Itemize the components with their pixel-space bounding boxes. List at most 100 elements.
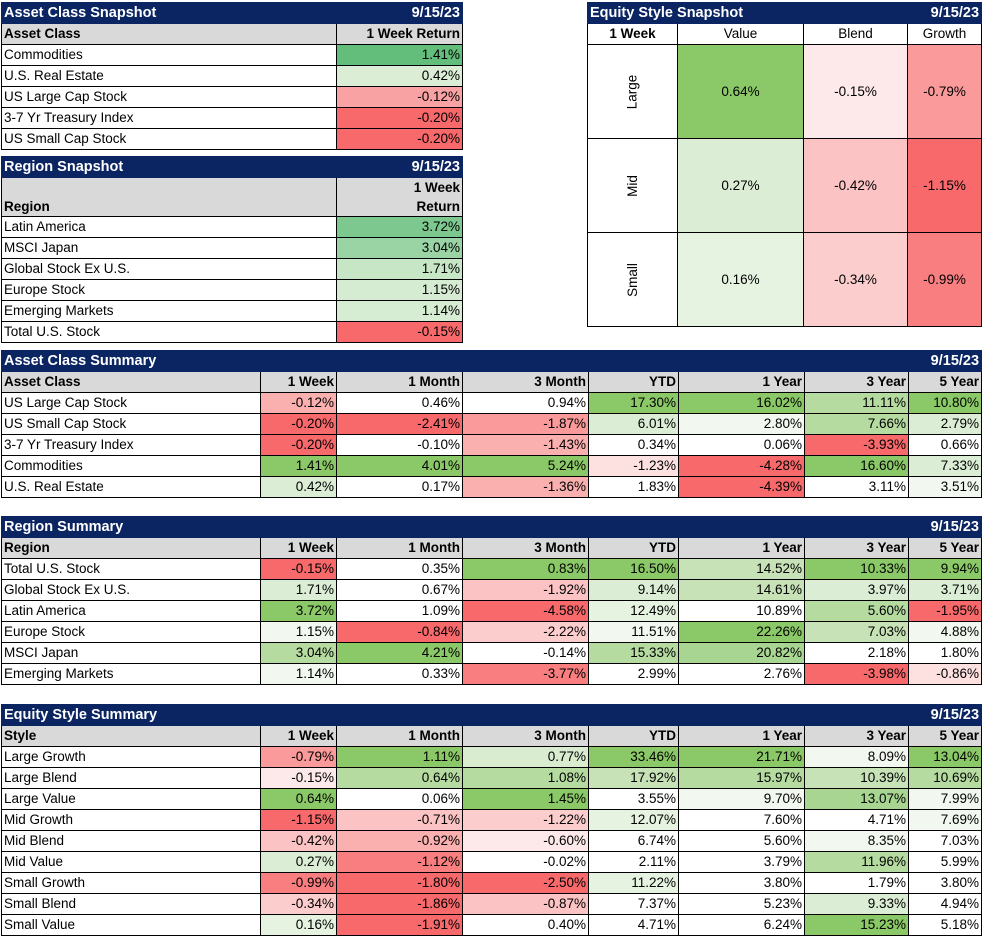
style-summary-cell: 10.69% (908, 767, 983, 789)
region-summary-header-cell: Region (1, 537, 261, 559)
asset-summary-header-cell: 1 Week (260, 371, 337, 393)
style-summary-cell: 7.37% (588, 893, 679, 915)
style-summary-title: Equity Style Summary (0, 704, 910, 726)
region-summary-cell: -2.22% (462, 621, 589, 643)
region-summary-row: MSCI Japan 3.04% 4.21% -0.14% 15.33% 20.82% 2.… (1, 642, 982, 664)
region-summary-row: Europe Stock 1.15% -0.84% -2.22% 11.51% 22.26… (1, 621, 982, 643)
asset-summary-row-label: 3-7 Yr Treasury Index (1, 434, 261, 456)
style-summary-cell: 0.06% (336, 788, 463, 810)
asset-summary-cell: 0.42% (260, 476, 337, 498)
style-summary-header-cell: 3 Month (462, 725, 589, 747)
style-summary-cell: 0.64% (260, 788, 337, 810)
style-summary-cell: 7.99% (908, 788, 983, 810)
style-summary-cell: 4.71% (588, 914, 679, 936)
asset-snapshot-row-value: -0.20% (336, 107, 463, 129)
region-summary-cell: -1.95% (908, 600, 982, 622)
style-summary-cell: 0.40% (462, 914, 589, 936)
style-summary-cell: 4.71% (803, 809, 910, 831)
style-snapshot-row-label-text: Mid (624, 174, 640, 197)
region-summary: Region Summary 9/15/23 Region 1 Week 1 Mon… (1, 516, 982, 685)
style-summary-cell: 8.35% (803, 830, 910, 852)
region-summary-cell: -0.86% (908, 663, 982, 685)
asset-summary-header-cell: YTD (588, 371, 679, 393)
style-summary-cell: 9.70% (678, 788, 805, 810)
asset-summary-cell: -1.87% (462, 413, 589, 435)
asset-summary-cell: -0.20% (260, 413, 337, 435)
style-summary-cell: 17.92% (588, 767, 679, 789)
region-summary-cell: 0.33% (336, 663, 463, 685)
region-snapshot-col-value: 1 Week Return (336, 177, 463, 217)
style-snapshot-cell: -0.34% (802, 232, 909, 327)
style-summary-header-cell: 1 Year (678, 725, 805, 747)
style-summary-cell: 0.16% (260, 914, 337, 936)
style-snapshot-cell: 0.64% (677, 44, 804, 139)
region-summary-cell: 1.09% (336, 600, 463, 622)
style-snapshot-row: Mid 0.27% -0.42% -1.15% (587, 138, 983, 233)
region-summary-row-label: Latin America (1, 600, 261, 622)
region-summary-row: Global Stock Ex U.S. 1.71% 0.67% -1.92% 9.14… (1, 579, 982, 601)
region-summary-cell: -0.84% (336, 621, 463, 643)
asset-summary-cell: 5.24% (462, 455, 589, 477)
asset-summary-row: US Large Cap Stock -0.12% 0.46% 0.94% 17.30%… (1, 392, 983, 414)
region-summary-cell: 10.89% (678, 600, 805, 622)
region-summary-cell: 5.60% (804, 600, 909, 622)
asset-snapshot-row-label: 3-7 Yr Treasury Index (1, 107, 337, 129)
style-summary-date: 9/15/23 (908, 704, 983, 726)
style-summary-row: Large Blend -0.15% 0.64% 1.08% 17.92% 15.97% 1… (1, 767, 983, 789)
style-summary-cell: -0.87% (462, 893, 589, 915)
asset-summary-cell: 2.79% (908, 413, 983, 435)
style-snapshot-date: 9/15/23 (907, 2, 983, 24)
region-snapshot-row-value: 1.15% (336, 279, 463, 301)
style-summary-cell: 13.07% (803, 788, 910, 810)
style-summary-cell: -0.99% (260, 872, 337, 894)
style-summary-row: Small Blend -0.34% -1.86% -0.87% 7.37% 5.23% 9… (1, 893, 983, 915)
style-summary-header-row: Style 1 Week 1 Month 3 Month YTD 1 Year 3 Year… (1, 725, 983, 747)
region-summary-cell: 2.99% (588, 663, 679, 685)
region-summary-cell: 2.18% (804, 642, 909, 664)
region-snapshot-row: Latin America 3.72% (1, 216, 463, 238)
asset-snapshot-row: 3-7 Yr Treasury Index -0.20% (1, 107, 463, 129)
asset-summary-header-row: Asset Class 1 Week 1 Month 3 Month YTD 1 Year… (1, 371, 983, 393)
region-snapshot-row-value: 3.04% (336, 237, 463, 259)
style-summary-cell: -2.50% (462, 872, 589, 894)
asset-summary-cell: -1.43% (462, 434, 589, 456)
region-summary-cell: -1.92% (462, 579, 589, 601)
style-snapshot-col-blend: Blend (802, 23, 909, 45)
asset-snapshot-col-value: 1 Week Return (336, 23, 463, 45)
asset-snapshot-row-label: Commodities (1, 44, 337, 66)
style-summary-row-label: Large Value (1, 788, 261, 810)
style-summary-cell: 21.71% (678, 746, 805, 768)
style-summary-cell: -0.79% (260, 746, 337, 768)
style-summary-row: Mid Value 0.27% -1.12% -0.02% 2.11% 3.79% 11.9… (1, 851, 983, 873)
asset-summary-cell: 17.30% (588, 392, 679, 414)
asset-summary-cell: 3.51% (908, 476, 983, 498)
asset-summary-cell: 3.11% (803, 476, 910, 498)
region-summary-cell: 3.71% (908, 579, 982, 601)
asset-summary-title: Asset Class Summary (0, 350, 910, 372)
asset-summary-row: Commodities 1.41% 4.01% 5.24% -1.23% -4.28% 16… (1, 455, 983, 477)
style-summary-row-label: Small Blend (1, 893, 261, 915)
style-summary-header-cell: 1 Week (260, 725, 337, 747)
region-summary-header-cell: 1 Month (336, 537, 463, 559)
style-snapshot-row-label: Small (587, 232, 678, 327)
equity-style-snapshot: Equity Style Snapshot 9/15/23 1 Week Val… (586, 2, 983, 327)
style-snapshot-row-label-text: Large (624, 74, 640, 109)
style-summary-cell: 3.80% (678, 872, 805, 894)
asset-summary-cell: 1.83% (588, 476, 679, 498)
asset-summary-cell: 7.66% (803, 413, 910, 435)
region-summary-header-row: Region 1 Week 1 Month 3 Month YTD 1 Year 3 Yea… (1, 537, 982, 559)
region-summary-cell: 14.52% (678, 558, 805, 580)
style-summary-cell: 6.24% (678, 914, 805, 936)
region-summary-cell: 3.97% (804, 579, 909, 601)
region-summary-date: 9/15/23 (908, 516, 982, 538)
asset-summary-row: US Small Cap Stock -0.20% -2.41% -1.87% 6.01… (1, 413, 983, 435)
style-summary-cell: 11.96% (803, 851, 910, 873)
style-summary-row-label: Small Value (1, 914, 261, 936)
style-snapshot-row: Small 0.16% -0.34% -0.99% (587, 232, 983, 327)
asset-snapshot-row-label: US Large Cap Stock (1, 86, 337, 108)
asset-summary-cell: -0.20% (260, 434, 337, 456)
region-summary-header-cell: YTD (588, 537, 679, 559)
region-summary-cell: 1.15% (260, 621, 337, 643)
asset-summary-cell: -0.12% (260, 392, 337, 414)
region-snapshot-row-label: Global Stock Ex U.S. (1, 258, 337, 280)
